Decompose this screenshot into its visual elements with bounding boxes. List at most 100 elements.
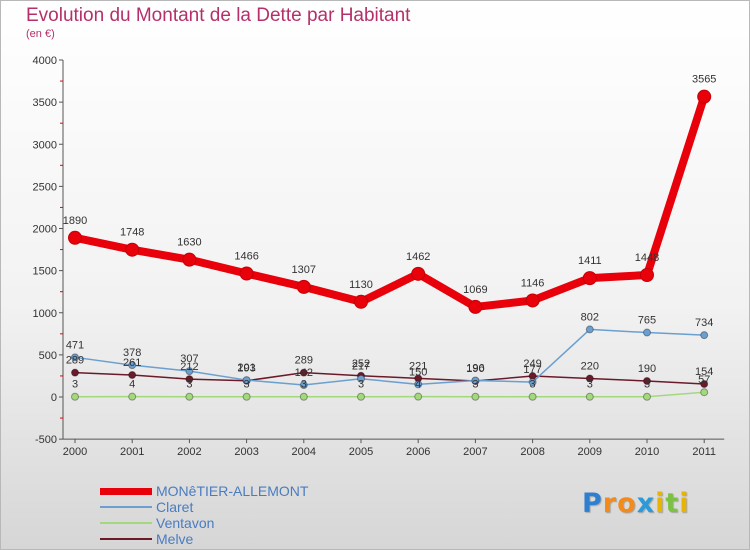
y-tick-label: 4000 — [33, 55, 57, 67]
y-tick-label: -500 — [35, 434, 57, 446]
data-label: 3 — [587, 379, 593, 391]
data-point — [411, 266, 426, 281]
data-label: 802 — [581, 311, 599, 323]
data-point — [697, 89, 712, 104]
chart-axes: -500 0 500 1000 1500 2000 2500 3000 3500 4000 2000… — [33, 55, 725, 458]
data-point — [468, 299, 483, 314]
data-point — [242, 376, 251, 385]
legend-swatch — [100, 538, 152, 540]
y-tick-label: 2500 — [33, 181, 57, 193]
series-line-claret — [74, 328, 705, 386]
data-point — [185, 375, 194, 384]
data-point — [357, 374, 365, 383]
data-point — [242, 392, 251, 401]
data-label: 3 — [472, 379, 478, 391]
legend-swatch — [100, 522, 152, 524]
legend-swatch — [100, 506, 152, 508]
data-point — [585, 392, 594, 401]
data-label: 217 — [352, 361, 370, 373]
data-point — [414, 380, 423, 389]
x-tick-label: 2005 — [349, 446, 373, 458]
data-point — [71, 368, 79, 377]
legend-label: Melve — [156, 531, 194, 547]
logo-letter: i — [655, 488, 666, 519]
data-point — [182, 252, 197, 267]
chart-title: Evolution du Montant de la Dette par Hab… — [26, 5, 411, 26]
data-label: 3 — [244, 379, 250, 391]
data-label: 3 — [186, 379, 192, 391]
data-label: 4 — [129, 379, 135, 391]
data-label: 289 — [66, 355, 84, 367]
data-label: 190 — [638, 363, 656, 375]
data-label: 261 — [123, 357, 141, 369]
data-label: 3565 — [692, 74, 716, 86]
chart-series — [68, 89, 712, 401]
data-point — [700, 380, 709, 389]
series-line-mon-tier-allemont — [71, 92, 709, 311]
chart-subtitle: (en €) — [26, 28, 55, 40]
data-label: 4 — [415, 379, 421, 391]
data-label: 471 — [66, 339, 84, 351]
data-label: 1462 — [406, 251, 430, 263]
x-tick-label: 2011 — [692, 446, 716, 458]
data-label: 221 — [409, 360, 427, 372]
x-tick-label: 2008 — [520, 446, 544, 458]
data-label: 1069 — [463, 284, 487, 296]
data-point — [299, 381, 308, 390]
data-label: 1411 — [578, 255, 602, 267]
data-label: 252 — [352, 358, 370, 370]
data-label: 1890 — [63, 215, 87, 227]
y-tick-label: 2000 — [33, 224, 57, 236]
data-point — [299, 368, 308, 377]
y-tick-label: 3500 — [33, 97, 57, 109]
x-tick-label: 2004 — [292, 446, 316, 458]
data-point — [357, 392, 365, 401]
logo-letter: o — [617, 488, 637, 519]
data-label: 1146 — [521, 277, 545, 289]
data-point — [643, 328, 651, 337]
data-point — [185, 367, 194, 376]
data-label: 196 — [466, 362, 484, 374]
data-label: 177 — [523, 364, 541, 376]
logo-letter: P — [582, 488, 603, 519]
logo-letter: r — [602, 488, 618, 519]
proxiti-logo: Proxiti — [582, 488, 690, 519]
data-point — [71, 392, 79, 401]
legend-label: MONêTIER-ALLEMONT — [156, 483, 309, 499]
legend-swatch — [100, 487, 152, 495]
data-point — [71, 353, 79, 362]
data-label: 1466 — [234, 250, 258, 262]
data-label: 1748 — [120, 227, 144, 239]
data-label: 201 — [237, 362, 255, 374]
legend-label: Ventavon — [156, 515, 215, 531]
data-point — [640, 268, 654, 283]
data-point — [471, 376, 480, 385]
data-point — [128, 371, 137, 380]
data-point — [128, 392, 137, 401]
data-point — [128, 361, 137, 370]
chart-data-labels: 1890 1748 1630 1466 1307 1130 1462 1069 1146 1411… — [63, 74, 717, 391]
data-label: 212 — [180, 361, 198, 373]
data-label: 154 — [695, 366, 713, 378]
x-tick-label: 2010 — [635, 446, 659, 458]
data-label: 3 — [358, 379, 364, 391]
x-tick-label: 2006 — [406, 446, 430, 458]
x-tick-label: 2002 — [177, 446, 201, 458]
data-label: 1307 — [292, 264, 316, 276]
data-label: 220 — [581, 360, 599, 372]
data-label: 142 — [295, 367, 313, 379]
data-label: 3 — [72, 379, 78, 391]
data-point — [471, 392, 480, 401]
data-label: 3 — [301, 379, 307, 391]
data-point — [68, 230, 82, 245]
data-point — [125, 242, 140, 257]
y-tick-label: 500 — [39, 350, 57, 362]
data-point — [700, 331, 709, 340]
x-tick-label: 2003 — [234, 446, 258, 458]
series-line-melve — [74, 371, 705, 385]
data-label: 1130 — [349, 279, 373, 291]
series-line-ventavon — [74, 391, 705, 398]
logo-letter: x — [636, 488, 656, 519]
data-point — [643, 376, 651, 385]
